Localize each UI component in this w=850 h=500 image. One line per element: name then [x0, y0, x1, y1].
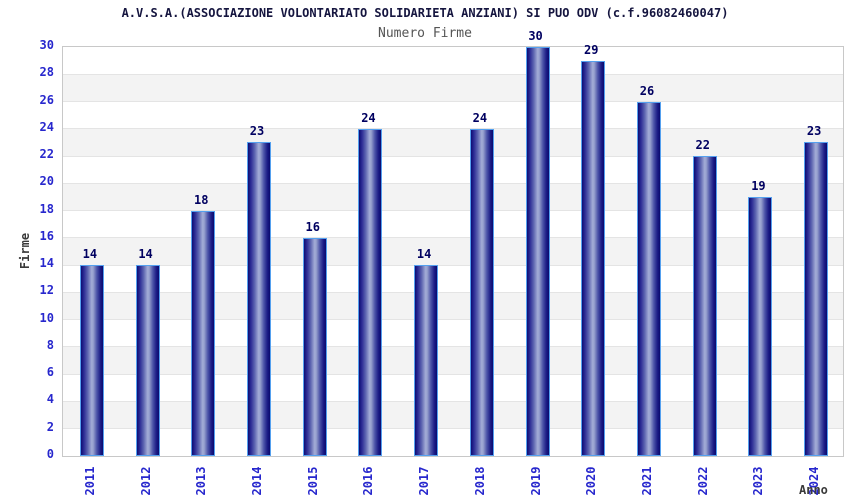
bar-2022: [692, 156, 717, 456]
chart-subtitle: Numero Firme: [378, 26, 472, 41]
gridline: [63, 128, 843, 130]
bar-2021: [637, 101, 661, 456]
bar-2018: [469, 128, 494, 456]
y-tick-label: 6: [46, 365, 54, 380]
bar-value-label: 23: [806, 124, 822, 139]
bar-value-label: 24: [472, 110, 488, 125]
y-tick-label: 30: [39, 38, 54, 52]
gridline: [63, 155, 843, 157]
y-tick-label: 18: [39, 201, 54, 216]
gridline: [63, 400, 843, 402]
gridline: [63, 319, 843, 321]
bar-value-label: 29: [584, 42, 599, 57]
bar-2019: [525, 47, 550, 456]
gridline: [63, 182, 843, 184]
bar-value-label: 14: [138, 247, 153, 262]
plot-band: [63, 128, 843, 157]
plot-band: [63, 346, 843, 375]
bar-value-label: 14: [416, 247, 432, 262]
bar-value-label: 19: [751, 178, 766, 193]
bar-value-label: 30: [528, 29, 543, 43]
bar-2017: [414, 265, 439, 456]
bar-2016: [358, 128, 383, 456]
bar-2011: [79, 265, 104, 456]
gridline: [63, 264, 843, 266]
y-tick-label: 26: [39, 92, 54, 107]
bar-2024: [804, 142, 829, 456]
y-tick-label: 16: [39, 228, 54, 243]
bar-value-label: 14: [82, 247, 98, 262]
y-tick-label: 20: [39, 174, 54, 189]
y-tick-label: 24: [39, 119, 54, 134]
bar-2023: [748, 196, 773, 456]
y-axis-title: Firme: [18, 232, 32, 270]
y-tick-label: 4: [46, 392, 54, 407]
gridline: [63, 73, 843, 75]
y-tick-label: 10: [39, 310, 54, 325]
bar-value-label: 24: [361, 110, 376, 125]
bar-2014: [247, 142, 271, 456]
bar-value-label: 23: [249, 124, 265, 139]
bar-2020: [581, 60, 606, 456]
y-tick-label: 8: [46, 337, 54, 352]
plot-band: [63, 401, 843, 429]
gridline: [63, 373, 843, 375]
bar-value-label: 16: [305, 219, 320, 234]
bar-2012: [135, 265, 160, 456]
bar-2013: [191, 210, 216, 456]
bar-value-label: 26: [639, 83, 655, 98]
gridline: [63, 346, 843, 348]
plot-band: [63, 292, 843, 320]
plot-band: [63, 74, 843, 102]
y-tick-label: 12: [39, 283, 54, 298]
chart-title: A.V.S.A.(ASSOCIAZIONE VOLONTARIATO SOLID…: [121, 6, 729, 20]
gridline: [63, 210, 843, 212]
gridline: [63, 428, 843, 430]
y-tick-label: 0: [46, 447, 54, 461]
y-tick-label: 28: [39, 65, 54, 80]
y-tick-label: 22: [39, 147, 54, 162]
bar-value-label: 18: [194, 192, 209, 207]
bar-2015: [302, 237, 327, 456]
gridline: [63, 237, 843, 239]
plot-band: [63, 237, 843, 266]
y-tick-label: 14: [39, 256, 54, 271]
plot-area: [62, 46, 844, 457]
y-tick-label: 2: [46, 419, 54, 434]
gridline: [63, 291, 843, 293]
bar-value-label: 22: [695, 138, 710, 153]
x-axis-title: Anno: [799, 483, 828, 497]
gridline: [63, 101, 843, 103]
